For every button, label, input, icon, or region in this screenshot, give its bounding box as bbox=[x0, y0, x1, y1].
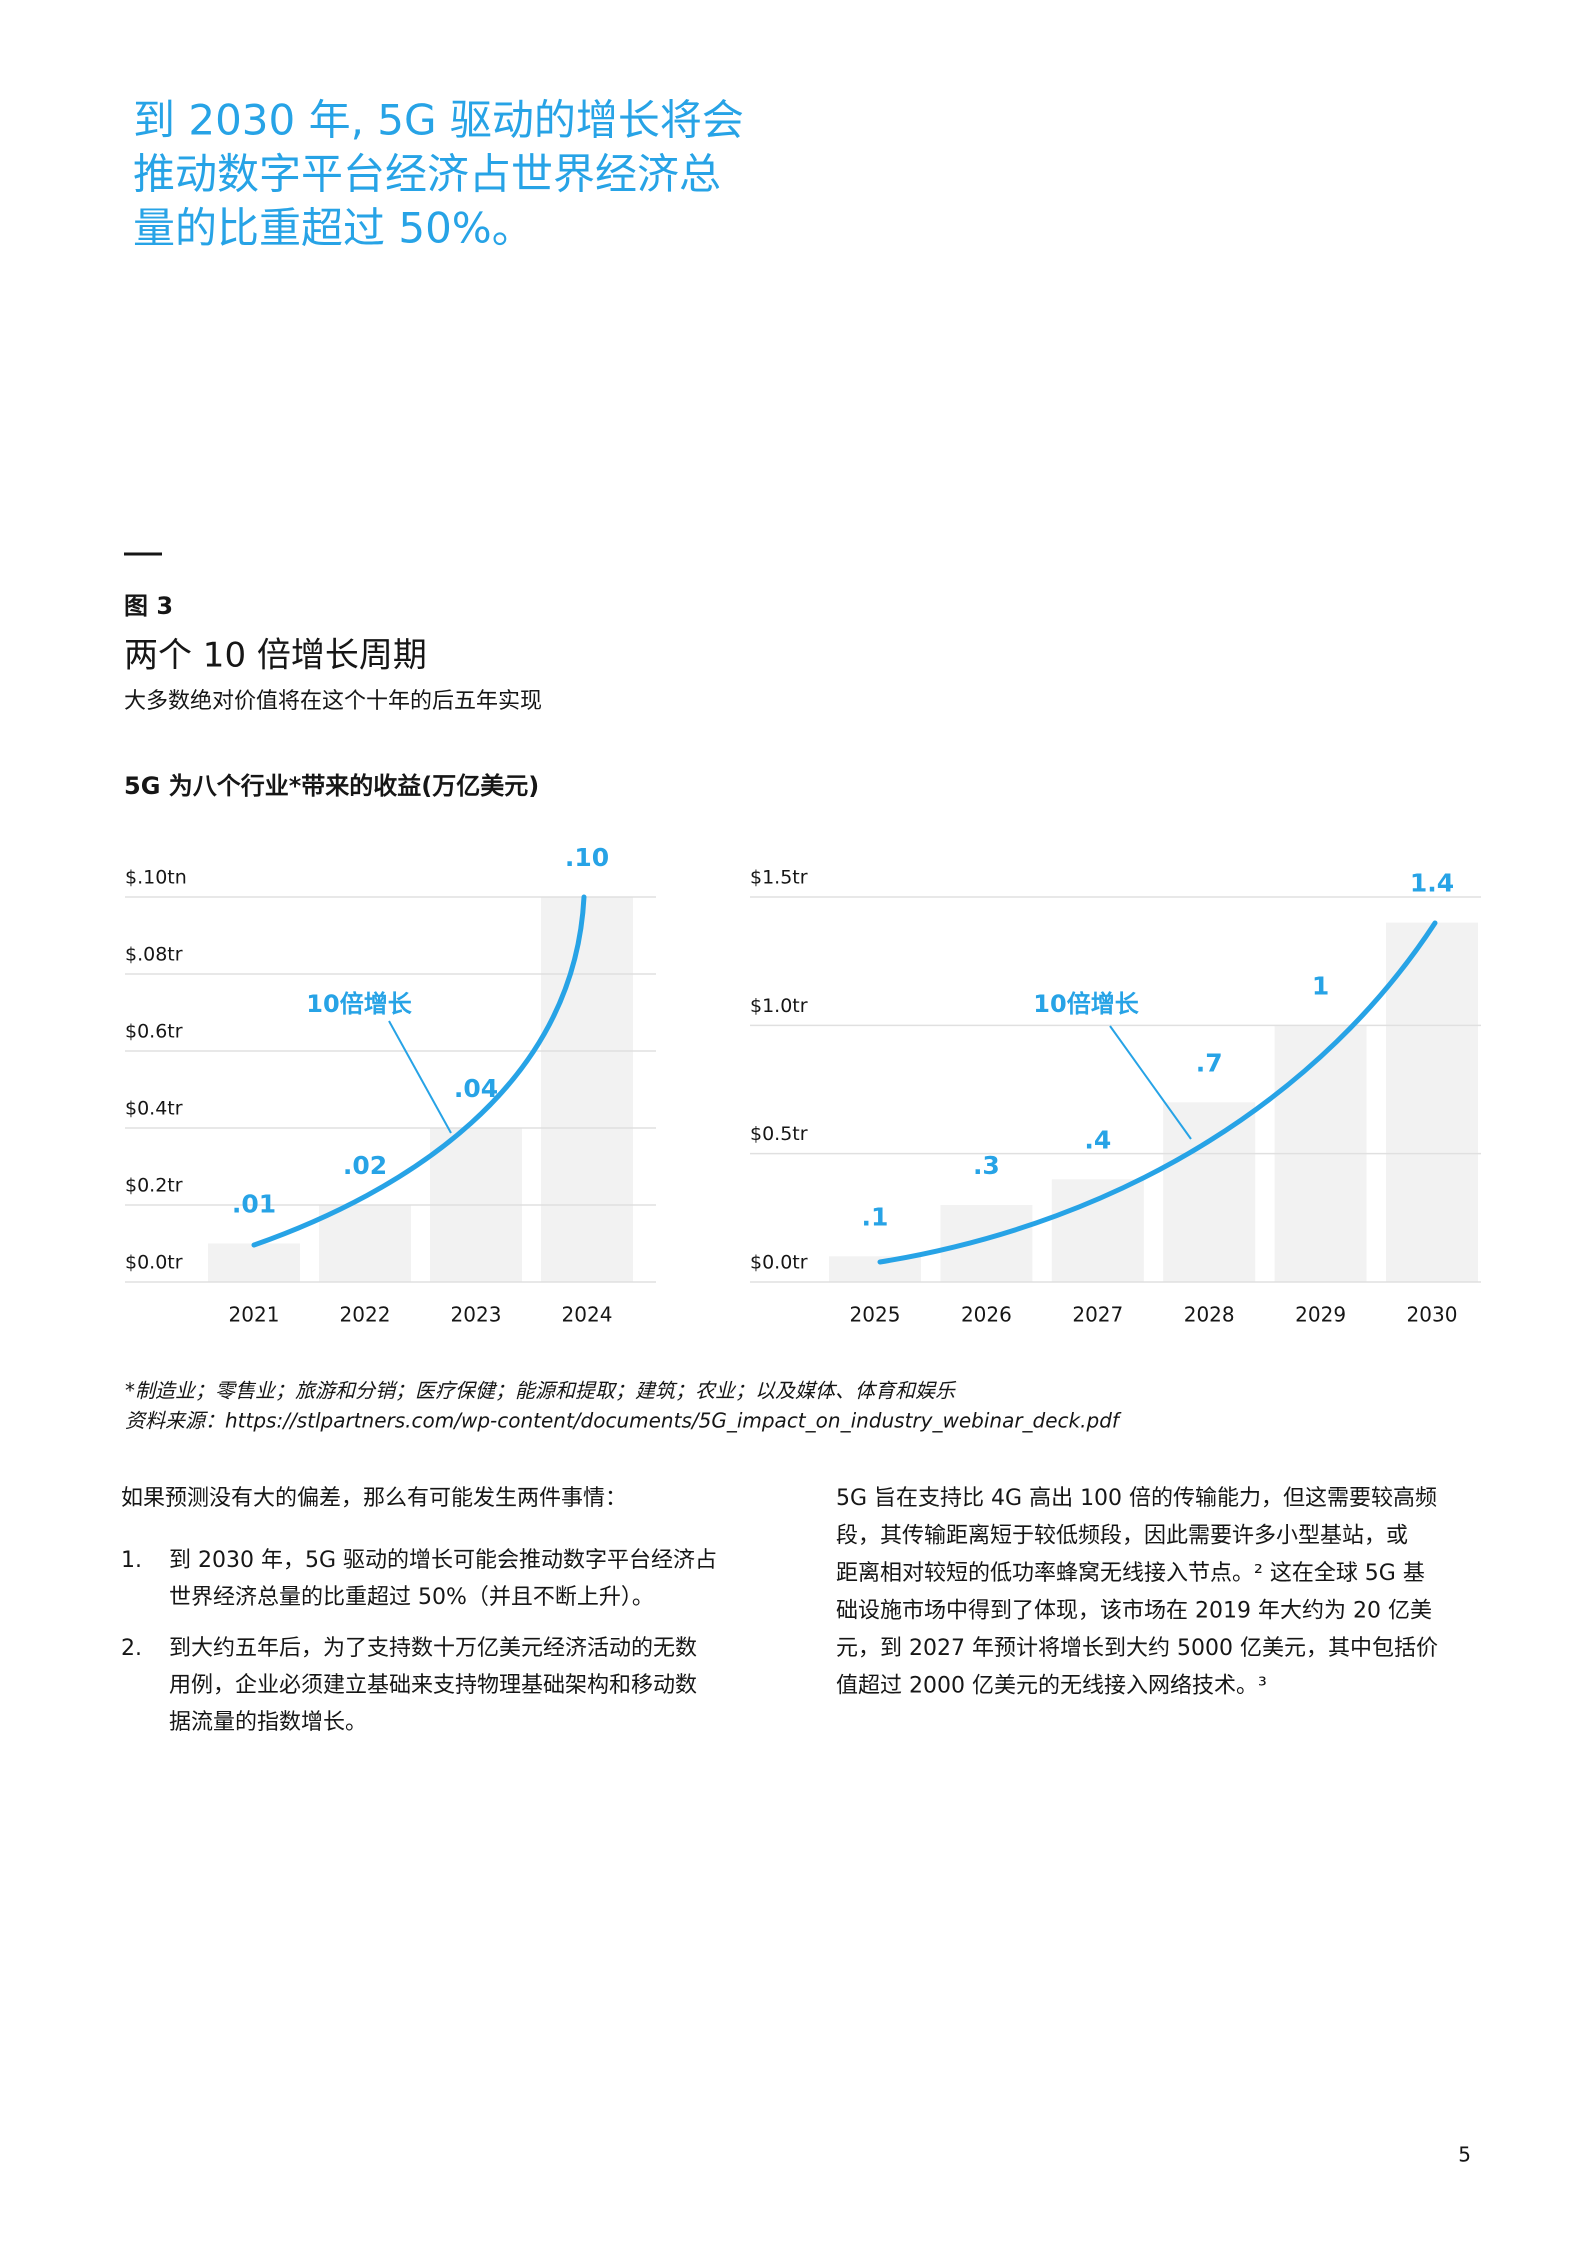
bar bbox=[1386, 922, 1478, 1282]
annotation: 10倍增长 bbox=[306, 990, 412, 1018]
chart-heading: 5G 为八个行业*带来的收益(万亿美元) bbox=[124, 772, 539, 800]
figure-subtitle: 大多数绝对价值将在这个十年的后五年实现 bbox=[124, 689, 542, 714]
list-text: 据流量的指数增长。 bbox=[169, 1710, 367, 1735]
y-tick-label: $.08tr bbox=[125, 944, 183, 966]
value-label: .01 bbox=[232, 1190, 276, 1219]
headline: 量的比重超过 50%。 bbox=[133, 204, 534, 253]
x-tick-label: 2026 bbox=[961, 1303, 1012, 1327]
bar bbox=[940, 1205, 1033, 1282]
footnote: *制造业；零售业；旅游和分销；医疗保健；能源和提取；建筑；农业；以及媒体、体育和… bbox=[125, 1379, 957, 1403]
value-label: .04 bbox=[454, 1074, 498, 1103]
y-tick-label: $1.5tr bbox=[750, 867, 808, 889]
bar bbox=[829, 1256, 921, 1282]
x-tick-label: 2029 bbox=[1295, 1303, 1346, 1327]
y-tick-label: $1.0tr bbox=[750, 995, 808, 1017]
growth-curve bbox=[877, 920, 1438, 1265]
value-label: .3 bbox=[973, 1151, 1000, 1180]
bar bbox=[541, 897, 633, 1282]
bar bbox=[1163, 1102, 1256, 1282]
x-tick-label: 2027 bbox=[1072, 1303, 1123, 1327]
value-label: 1.4 bbox=[1410, 869, 1454, 898]
y-tick-label: $0.0tr bbox=[750, 1252, 808, 1274]
value-label: .02 bbox=[343, 1151, 387, 1180]
growth-curve bbox=[251, 894, 587, 1248]
list-number: 2. bbox=[121, 1636, 142, 1661]
figure-label: 图 3 bbox=[124, 592, 173, 620]
y-tick-label: $0.4tr bbox=[125, 1098, 183, 1120]
y-tick-label: $0.5tr bbox=[750, 1123, 808, 1145]
x-tick-label: 2028 bbox=[1184, 1303, 1235, 1327]
y-tick-label: $0.6tr bbox=[125, 1021, 183, 1043]
list-number: 1. bbox=[121, 1548, 142, 1573]
body-text: 段，其传输距离短于较低频段，因此需要许多小型基站，或 bbox=[836, 1524, 1408, 1549]
figure-title: 两个 10 倍增长周期 bbox=[124, 636, 427, 676]
body-text: 距离相对较短的低功率蜂窝无线接入节点。² 这在全球 5G 基 bbox=[836, 1561, 1425, 1586]
source: 资料来源：https://stlpartners.com/wp-content/… bbox=[125, 1409, 1122, 1433]
y-tick-label: $.10tn bbox=[125, 867, 187, 889]
bar bbox=[1051, 1179, 1144, 1282]
y-tick-label: $0.0tr bbox=[125, 1252, 183, 1274]
body-text: 5G 旨在支持比 4G 高出 100 倍的传输能力，但这需要较高频 bbox=[836, 1486, 1437, 1511]
x-tick-label: 2022 bbox=[340, 1303, 391, 1327]
x-tick-label: 2024 bbox=[562, 1303, 613, 1327]
bar bbox=[319, 1205, 411, 1282]
value-label: 1 bbox=[1312, 971, 1329, 1000]
body-text: 值超过 2000 亿美元的无线接入网络技术。³ bbox=[836, 1674, 1267, 1699]
value-label: .7 bbox=[1196, 1048, 1223, 1077]
list-text: 到 2030 年，5G 驱动的增长可能会推动数字平台经济占 bbox=[169, 1548, 717, 1573]
value-label: .4 bbox=[1084, 1125, 1111, 1154]
x-tick-label: 2023 bbox=[451, 1303, 502, 1327]
page-number: 5 bbox=[1458, 2143, 1471, 2167]
value-label: .10 bbox=[565, 843, 609, 872]
annotation: 10倍增长 bbox=[1033, 990, 1139, 1018]
annotation-line bbox=[388, 1020, 452, 1134]
headline: 到 2030 年, 5G 驱动的增长将会 bbox=[133, 96, 744, 145]
body-text: 元，到 2027 年预计将增长到大约 5000 亿美元，其中包括价 bbox=[836, 1636, 1438, 1661]
body-intro: 如果预测没有大的偏差，那么有可能发生两件事情： bbox=[121, 1486, 627, 1511]
body-text: 础设施市场中得到了体现，该市场在 2019 年大约为 20 亿美 bbox=[836, 1599, 1432, 1624]
headline: 推动数字平台经济占世界经济总 bbox=[133, 150, 721, 199]
y-tick-label: $0.2tr bbox=[125, 1175, 183, 1197]
list-text: 世界经济总量的比重超过 50%（并且不断上升）。 bbox=[169, 1585, 654, 1610]
bar bbox=[208, 1243, 300, 1282]
list-text: 到大约五年后，为了支持数十万亿美元经济活动的无数 bbox=[169, 1636, 697, 1661]
x-tick-label: 2021 bbox=[229, 1303, 280, 1327]
value-label: .1 bbox=[862, 1202, 889, 1231]
list-text: 用例，企业必须建立基础来支持物理基础架构和移动数 bbox=[169, 1673, 697, 1698]
x-tick-label: 2030 bbox=[1407, 1303, 1458, 1327]
x-tick-label: 2025 bbox=[850, 1303, 901, 1327]
annotation-line bbox=[1109, 1025, 1192, 1140]
